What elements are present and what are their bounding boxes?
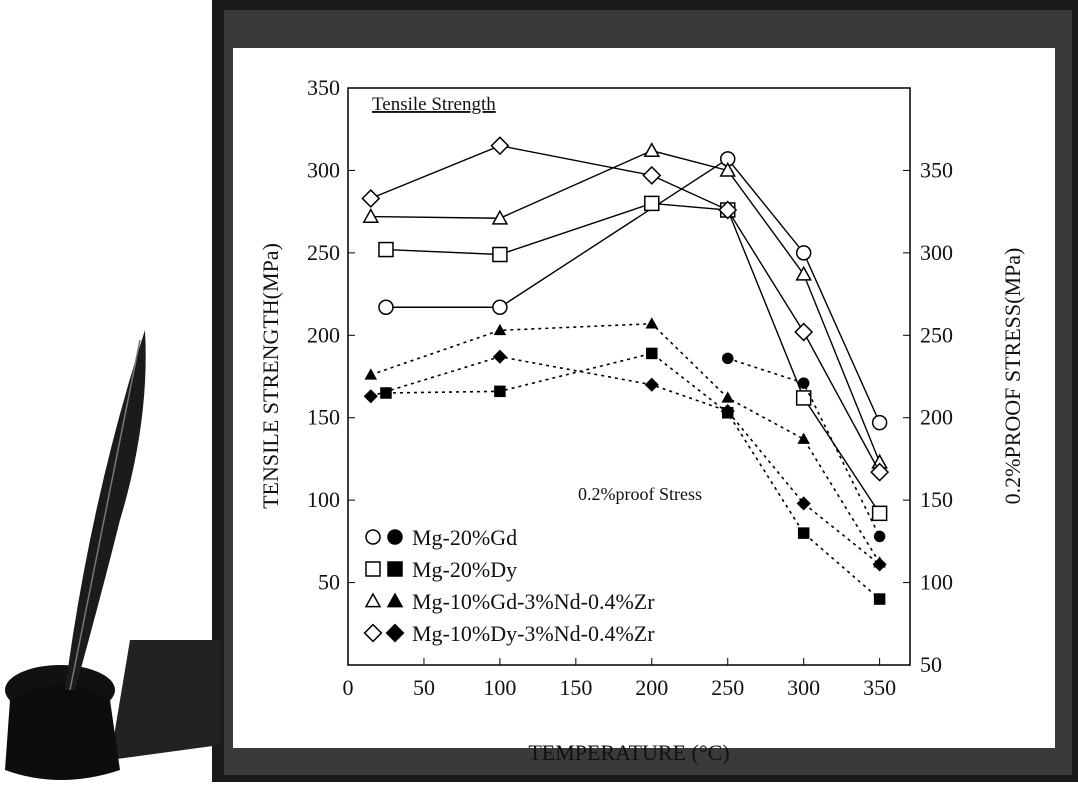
y2-tick-label: 50 (920, 652, 942, 677)
x-tick-label: 100 (483, 675, 516, 700)
x-tick-label: 300 (787, 675, 820, 700)
annotation: 0.2%proof Stress (578, 484, 702, 504)
y2-tick-label: 100 (920, 570, 953, 595)
marker (873, 530, 886, 543)
x-tick-label: 200 (635, 675, 668, 700)
y2-tick-label: 200 (920, 405, 953, 430)
marker (642, 165, 662, 185)
marker (644, 195, 660, 212)
y2-tick-label: 350 (920, 157, 953, 182)
y-axis-title: TENSILE STRENGTH(MPa) (258, 243, 283, 509)
marker (873, 593, 886, 605)
marker (494, 385, 506, 398)
marker (870, 462, 890, 482)
y2-tick-label: 150 (920, 487, 953, 512)
marker (493, 323, 507, 336)
marker (872, 557, 887, 572)
marker (645, 317, 659, 329)
legend-label: Mg-20%Dy (412, 557, 517, 582)
quill-shaft (69, 339, 141, 691)
marker (378, 241, 394, 258)
legend-label: Mg-20%Gd (412, 525, 517, 550)
plot-frame (347, 87, 911, 666)
legend-label: Mg-10%Dy-3%Nd-0.4%Zr (412, 621, 655, 646)
marker (643, 142, 661, 157)
marker (363, 623, 383, 643)
marker (719, 161, 737, 177)
marker (492, 246, 508, 263)
marker (795, 390, 812, 406)
tensile-line (385, 202, 881, 514)
x-axis-title: TEMPERATURE (°C) (528, 740, 729, 765)
marker (644, 377, 659, 392)
proof-line (370, 355, 881, 566)
y-tick-label: 200 (307, 322, 340, 347)
y-tick-label: 350 (307, 75, 340, 100)
marker (387, 529, 403, 545)
marker (492, 349, 507, 364)
marker (796, 496, 811, 511)
y2-axis-title: 0.2%PROOF STRESS(MPa) (1000, 248, 1025, 505)
x-tick-label: 150 (559, 675, 592, 700)
marker (385, 623, 405, 643)
marker (361, 188, 381, 208)
marker (387, 561, 403, 577)
y2-tick-label: 250 (920, 322, 953, 347)
marker (646, 347, 658, 360)
y-tick-label: 250 (307, 240, 340, 265)
marker (871, 414, 888, 431)
marker (721, 352, 734, 365)
y-tick-label: 50 (318, 570, 340, 595)
marker (720, 404, 735, 419)
marker (490, 136, 510, 156)
marker (721, 391, 735, 403)
legend-label: Mg-10%Gd-3%Nd-0.4%Zr (412, 589, 655, 614)
marker (378, 299, 394, 316)
x-tick-label: 350 (863, 675, 896, 700)
marker (492, 299, 508, 316)
y-tick-label: 300 (307, 157, 340, 182)
marker (797, 527, 810, 539)
marker (871, 505, 888, 522)
marker (364, 368, 378, 380)
marker (491, 209, 509, 225)
tensile-line (370, 149, 881, 463)
marker (718, 200, 738, 220)
marker (795, 265, 812, 281)
tensile-line (370, 144, 881, 473)
marker (363, 389, 378, 404)
y-tick-label: 150 (307, 405, 340, 430)
proof-line (370, 322, 881, 564)
marker (365, 529, 381, 545)
y-tick-label: 100 (307, 487, 340, 512)
marker (795, 245, 812, 261)
proof-line (385, 352, 881, 600)
marker (364, 592, 382, 608)
y2-tick-label: 300 (920, 240, 953, 265)
marker (794, 322, 814, 342)
marker (365, 561, 381, 577)
x-tick-label: 50 (413, 675, 435, 700)
x-tick-label: 0 (343, 675, 354, 700)
marker (797, 432, 810, 444)
marker (380, 387, 392, 399)
marker (386, 592, 404, 608)
inkwell (5, 685, 120, 780)
marker (797, 377, 810, 389)
annotation: Tensile Strength (372, 94, 496, 115)
inkwell-shadow (110, 640, 220, 760)
marker (362, 208, 380, 223)
x-tick-label: 250 (711, 675, 744, 700)
